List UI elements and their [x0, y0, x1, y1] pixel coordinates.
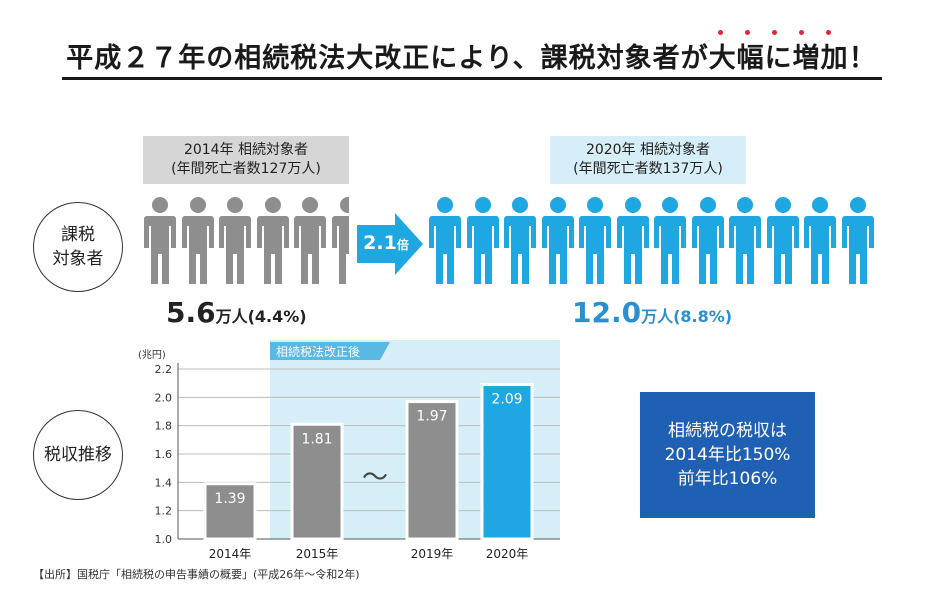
info-line1: 相続税の税収は: [668, 421, 787, 441]
x-tick-label: 2020年: [486, 547, 529, 561]
info-box: 相続税の税収は 2014年比150% 前年比106%: [640, 392, 815, 518]
y-tick-label: 1.4: [155, 476, 173, 489]
label-2014-line2: (年間死亡者数127万人): [171, 161, 321, 177]
arrow-suffix: 倍: [396, 238, 409, 252]
source-note: 【出所】国税庁「相続税の申告事績の概要」(平成26年〜令和2年): [33, 568, 360, 581]
info-line2: 2014年比150%: [664, 445, 791, 465]
tax-revenue-chart: 相続税法改正後 1.0 1.2 1.4 1.6 1.8 2.0 2.2 1.39 2014年 1.8…: [155, 340, 560, 561]
arrow-value: 2.1: [363, 232, 397, 254]
total-2020: 12.0万人(8.8%): [572, 296, 732, 329]
y-tick-label: 1.2: [155, 505, 173, 518]
person-icon: [181, 197, 214, 284]
emphasis-dot: [772, 30, 777, 35]
circle-top-line1: 課税: [61, 225, 95, 245]
bar-value-label: 2.09: [491, 392, 522, 408]
person-icon: [616, 197, 649, 284]
person-icon: [331, 197, 349, 284]
label-2020-line2: (年間死亡者数137万人): [573, 161, 723, 177]
gap-symbol: 〜: [362, 463, 388, 493]
y-tick-label: 1.6: [155, 448, 173, 461]
circle-bottom-text: 税収推移: [44, 445, 112, 465]
bar: [405, 400, 459, 541]
highlight-tab: [270, 342, 390, 360]
bar: [290, 422, 344, 541]
emphasis-dot: [799, 30, 804, 35]
circle-top-line2: 対象者: [52, 249, 104, 269]
emphasis-dot: [826, 30, 831, 35]
info-line3: 前年比106%: [677, 469, 778, 489]
bar-value-label: 1.39: [214, 491, 245, 507]
person-icon: [766, 197, 799, 284]
person-icon: [256, 197, 289, 284]
title-text-after: ！: [848, 43, 877, 74]
label-box-2020: 2020年 相続対象者 (年間死亡者数137万人): [550, 136, 746, 184]
person-icon: [144, 197, 176, 284]
person-icon: [219, 197, 251, 284]
circle-taxable-persons: 課税 対象者: [33, 202, 123, 292]
arrow-label: 2.1倍: [359, 232, 413, 254]
title-text-emphasis: 大幅に増加: [708, 43, 849, 74]
label-box-2014: 2014年 相続対象者 (年間死亡者数127万人): [143, 136, 349, 184]
bar-value-label: 1.81: [301, 431, 332, 447]
person-icon: [729, 197, 761, 284]
total-2014-suffix: 万人(4.4%): [215, 307, 307, 326]
emphasis-dot: [745, 30, 750, 35]
chart-unit-label: (兆円): [138, 350, 166, 361]
total-2020-value: 12.0: [572, 296, 642, 329]
circle-tax-revenue: 税収推移: [33, 410, 123, 500]
total-2020-suffix: 万人(8.8%): [641, 307, 733, 326]
highlight-label: 相続税法改正後: [276, 345, 360, 359]
title-underline: [62, 77, 882, 80]
y-tick-label: 1.8: [155, 420, 173, 433]
people-group-2014: [143, 196, 349, 288]
total-2014-value: 5.6: [166, 296, 216, 329]
y-tick-label: 1.0: [155, 533, 173, 546]
people-group-2020: [428, 196, 878, 288]
person-icon: [504, 197, 536, 284]
label-2020-line1: 2020年 相続対象者: [585, 142, 711, 158]
person-icon: [579, 197, 611, 284]
person-icon: [841, 197, 874, 284]
person-icon: [429, 197, 461, 284]
y-tick-label: 2.2: [155, 363, 173, 376]
x-tick-label: 2015年: [296, 547, 339, 561]
person-icon: [294, 197, 326, 284]
bar: [480, 383, 534, 541]
person-icon: [466, 197, 499, 284]
bar: [203, 482, 257, 541]
arrow-icon: [357, 213, 423, 275]
emphasis-dot: [718, 30, 723, 35]
person-icon: [541, 197, 574, 284]
page-title: 平成２７年の相続税法大改正により、課税対象者が大幅に増加！: [0, 36, 943, 75]
total-2014: 5.6万人(4.4%): [166, 296, 307, 329]
x-tick-label: 2014年: [209, 547, 252, 561]
person-icon: [691, 197, 724, 284]
x-tick-label: 2019年: [411, 547, 454, 561]
label-2014-line1: 2014年 相続対象者: [183, 142, 309, 158]
person-icon: [804, 197, 836, 284]
bar-value-label: 1.97: [416, 409, 447, 425]
y-tick-label: 2.0: [155, 391, 173, 404]
title-text-before: 平成２７年の相続税法大改正により、課税対象者が: [66, 43, 709, 74]
person-icon: [654, 197, 686, 284]
